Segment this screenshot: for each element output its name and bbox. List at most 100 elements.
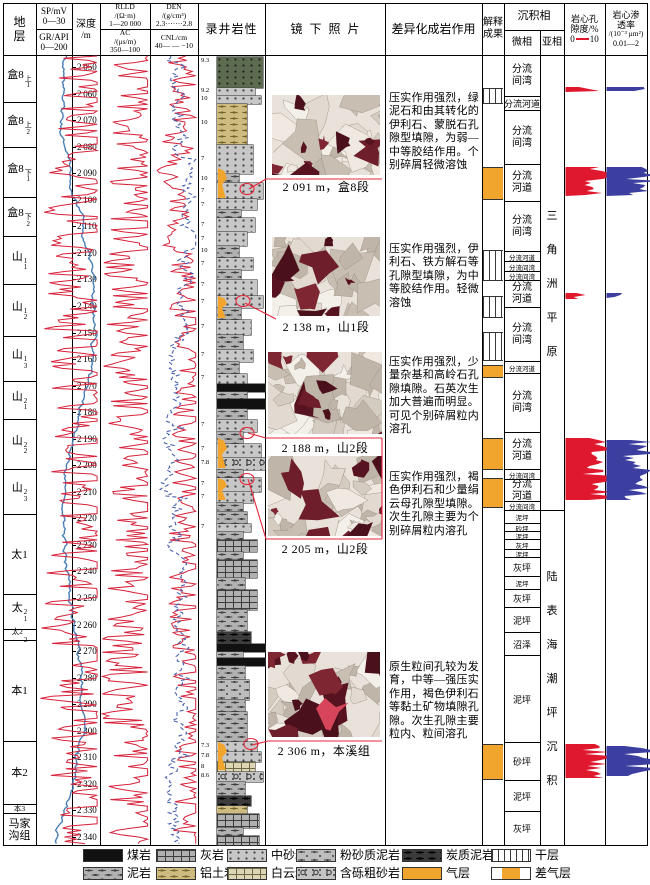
stratum-cell: 本2: [3, 742, 36, 805]
depth-tick-mark: [72, 252, 76, 254]
microfacies-label: 砂坪: [515, 525, 529, 532]
microfacies-cell: 泥坪: [504, 608, 540, 633]
depth-tick-mark: [72, 226, 76, 228]
microfacies-cell: 分流间湾: [504, 374, 540, 433]
photo-caption: 2 188 m，山2段: [281, 441, 369, 455]
stratum-cell: 盒8 上 2: [3, 103, 36, 148]
diagenesis-text: 压实作用强烈，少量杂基和高岭石孔隙填隙。石英次生加大普遍而明显。可见个别碎屑粒内…: [389, 356, 479, 436]
lithology-gas-streak: [218, 742, 227, 770]
depth-tick-label: 2 140: [77, 300, 97, 311]
header-divider: [100, 29, 198, 30]
depth-tick-mark: [72, 491, 76, 493]
lithology-segment-sand: [217, 280, 257, 296]
lithology-segment-sand: [217, 350, 253, 362]
grid-vline: [564, 3, 565, 846]
grid-vline: [482, 3, 483, 846]
microfacies-label: 沼泽: [512, 639, 531, 650]
den-unit: /(g/cm³): [161, 10, 187, 20]
microfacies-cell: 分流河道: [504, 165, 540, 202]
depth-tick-mark: [72, 173, 76, 175]
lithology-segment-silt: [217, 680, 249, 700]
depth-tick-label: 2 100: [77, 194, 97, 205]
stratum-cell: 太1: [3, 515, 36, 595]
thin-section-photo-image: [249, 622, 502, 827]
microfacies-label: 分流间湾: [509, 472, 535, 480]
header-sp: SP/mV 0—30: [36, 3, 72, 29]
header-den: DEN /(g/cm³) 2.3·······2.8: [150, 3, 198, 29]
core-permeability-spike: [606, 87, 645, 91]
microfacies-cell: 砂坪: [504, 743, 540, 781]
core-permeability-spike: [606, 293, 623, 298]
depth-tick-mark: [72, 730, 76, 732]
depth-tick-mark: [72, 651, 76, 653]
lithology-segment-coal: [217, 384, 265, 392]
depth-tick-label: 2 190: [77, 433, 97, 444]
depth-tick-label: 2 150: [77, 327, 97, 338]
rlld-label: RLLD: [115, 2, 135, 12]
depth-unit: /m: [81, 29, 91, 40]
header-subfacies: 亚相: [542, 37, 562, 48]
depth-tick-mark: [72, 385, 76, 387]
grain-size-number: 8.6: [201, 772, 210, 779]
interpretation-dry-layer: [483, 332, 503, 361]
lithology-gas-streak: [218, 438, 227, 468]
stratum-label: 太2 2: [11, 627, 28, 645]
grain-size-number: 7: [201, 523, 205, 530]
lithology-segment-sandg: [217, 57, 263, 88]
stratum-label: 马家 沟组: [8, 817, 31, 842]
microfacies-label: 灰坪: [512, 562, 531, 573]
grain-size-number: 9.3: [201, 57, 210, 64]
microfacies-label: 砂坪: [512, 757, 531, 767]
lithology-segment-khaki: [217, 104, 247, 145]
header-gr: GR/API 0—200: [36, 29, 72, 55]
microfacies-cell: 分流河道: [504, 362, 540, 374]
grid-hline: [3, 845, 648, 846]
legend-label: 灰岩: [200, 848, 225, 862]
header-porosity: 岩心孔 隙度/% 0 10: [564, 3, 605, 55]
lithology-segment-carb: [217, 632, 251, 644]
legend-swatch-gas: [402, 867, 442, 880]
lithology-segment-sand: [217, 492, 253, 503]
lithology-segment-mud: [217, 392, 247, 399]
cnl-range: 40— — −10: [155, 41, 193, 50]
depth-tick-mark: [72, 93, 76, 95]
depth-tick-label: 2 290: [77, 699, 97, 710]
grain-size-number: 10: [201, 95, 208, 102]
perm-unit: /(10⁻³ μm²): [608, 29, 644, 39]
legend-swatch-lime: [156, 849, 196, 862]
stratum-label: 本2: [11, 767, 28, 779]
lithology-segment-mud: [217, 409, 247, 420]
stratum-label: 盒8 上 1: [7, 68, 32, 89]
grid-vline: [198, 3, 199, 846]
lithology-gas-streak: [218, 478, 227, 500]
microfacies-cell: 泥坪: [504, 781, 540, 812]
microfacies-label: 泥坪: [515, 515, 529, 522]
diagenesis-text: 原生粒间孔较为发育，中等—强压实作用，褐色伊利石等黏土矿物填隙孔隙。次生孔隙主要…: [389, 661, 479, 741]
interpretation-label: 解释成果: [483, 17, 503, 40]
depth-tick-mark: [72, 279, 76, 281]
depth-tick-mark: [72, 571, 76, 573]
interpretation-gas-layer: [483, 478, 503, 508]
lithology-segment-sand: [217, 96, 261, 104]
microfacies-cell: 灰坪: [504, 590, 540, 608]
legend-label: 煤岩: [127, 848, 152, 862]
microfacies-cell: 分流间湾: [504, 308, 540, 362]
depth-tick-label: 2 210: [77, 486, 97, 497]
legend-swatch-mud: [83, 867, 123, 880]
core-porosity-spike: [565, 438, 615, 500]
grain-size-number: 9.2: [201, 87, 210, 94]
rlld-unit: /(Ω·m): [114, 10, 136, 20]
interpretation-dry-layer: [483, 250, 503, 281]
den-curve: [156, 55, 198, 844]
grid-vline: [385, 3, 386, 846]
header-diagenesis: 差异化成岩作用: [391, 22, 476, 36]
microfacies-label: 泥坪: [515, 551, 529, 558]
depth-tick-mark: [72, 305, 76, 307]
thin-section-photo: [258, 206, 497, 417]
cnl-curve: [158, 55, 197, 845]
ac-label: AC: [119, 28, 131, 38]
